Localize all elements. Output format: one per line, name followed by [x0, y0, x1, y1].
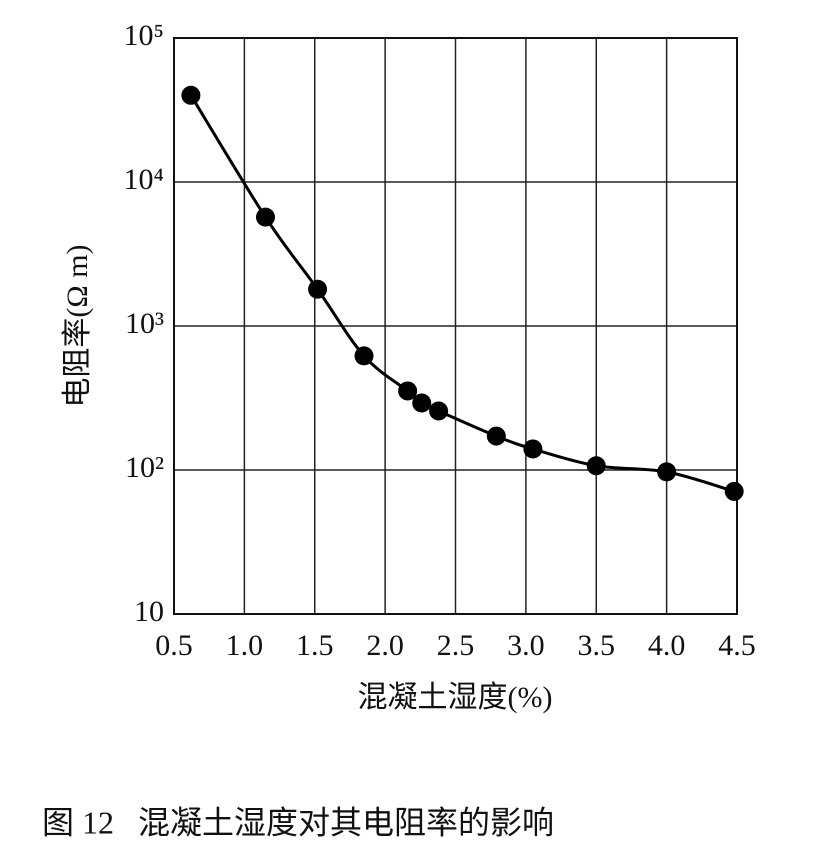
x-axis-label: 混凝土湿度(%) [358, 681, 553, 714]
data-point [308, 279, 328, 299]
y-tick-label: 10⁵ [124, 19, 164, 52]
data-point [486, 426, 506, 446]
x-tick-label: 4.5 [718, 629, 756, 662]
y-axis-label: 电阻率(Ω m) [61, 244, 94, 407]
x-tick-label: 2.5 [437, 629, 475, 662]
data-point [724, 481, 744, 501]
data-point [354, 346, 374, 366]
y-tick-label: 10⁴ [124, 163, 164, 196]
data-point [398, 381, 418, 401]
y-tick-label: 10³ [125, 307, 164, 340]
plot-frame [173, 37, 738, 615]
caption: 图 12 混凝土湿度对其电阻率的影响 [42, 804, 554, 840]
data-point [429, 401, 449, 421]
x-tick-label: 2.0 [366, 629, 404, 662]
x-tick-label: 0.5 [155, 629, 193, 662]
data-point [181, 85, 201, 105]
data-point [255, 207, 275, 227]
x-tick-label: 1.0 [226, 629, 264, 662]
x-tick-label: 3.5 [578, 629, 616, 662]
x-tick-label: 4.0 [648, 629, 686, 662]
x-tick-label: 1.5 [296, 629, 334, 662]
data-point [523, 439, 543, 459]
y-tick-label: 10 [134, 595, 164, 628]
y-tick-label: 10² [125, 451, 164, 484]
data-point [586, 456, 606, 476]
data-point [412, 393, 432, 413]
data-point [657, 462, 677, 482]
curve [189, 94, 735, 493]
x-tick-label: 3.0 [507, 629, 545, 662]
